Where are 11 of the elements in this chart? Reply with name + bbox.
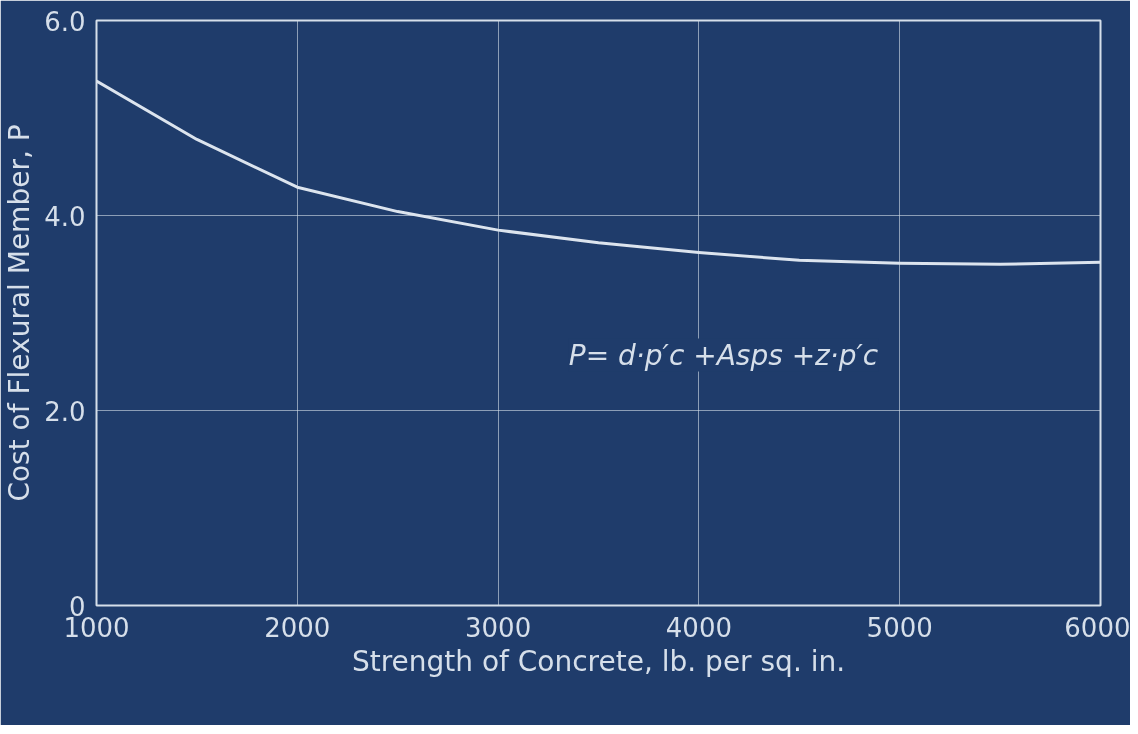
x-tick-label: 3000: [465, 612, 532, 643]
annotation: P= d·p′c +Asps +z·p′c: [568, 338, 879, 372]
y-tick-label: 2.0: [44, 396, 86, 427]
y-axis-title: Cost of Flexural Member, P: [3, 124, 37, 502]
x-tick-label: 4000: [665, 612, 732, 643]
y-tick-label: 6.0: [44, 6, 86, 37]
x-tick-label: 2000: [264, 612, 331, 643]
x-tick-label: 6000: [1064, 612, 1131, 643]
x-tick-label: 5000: [866, 612, 933, 643]
x-axis-title: Strength of Concrete, lb. per sq. in.: [351, 644, 846, 678]
y-tick-label: 4.0: [44, 201, 86, 232]
